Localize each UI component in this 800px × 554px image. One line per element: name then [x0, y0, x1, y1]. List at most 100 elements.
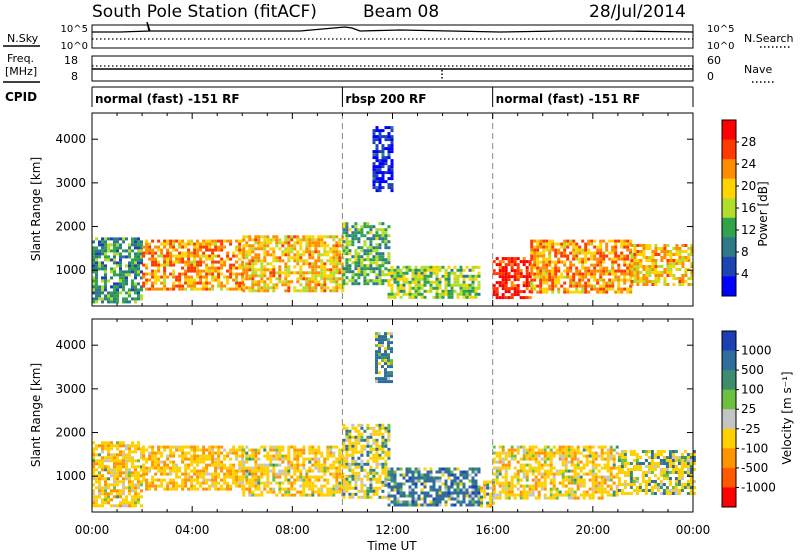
heatmap-cell — [275, 238, 279, 242]
heatmap-cell — [137, 447, 140, 451]
heatmap-cell — [501, 272, 505, 276]
heatmap-cell — [357, 255, 361, 259]
heatmap-cell — [387, 447, 391, 451]
heatmap-cell — [287, 493, 291, 497]
heatmap-cell — [384, 171, 388, 175]
heatmap-cell — [387, 177, 391, 181]
heatmap-cell — [530, 278, 534, 282]
heatmap-cell — [387, 470, 391, 474]
heatmap-cell — [305, 238, 309, 242]
heatmap-cell — [504, 290, 508, 294]
heatmap-cell — [107, 450, 110, 454]
heatmap-cell — [399, 286, 403, 290]
heatmap-cell — [642, 253, 646, 256]
heatmap-cell — [305, 271, 309, 275]
heatmap-cell — [564, 463, 568, 467]
heatmap-cell — [384, 495, 388, 499]
heatmap-cell — [677, 456, 681, 459]
heatmap-cell — [387, 503, 391, 507]
heatmap-cell — [603, 481, 607, 485]
heatmap-cell — [351, 462, 355, 466]
heatmap-cell — [516, 445, 520, 449]
heatmap-cell — [314, 478, 318, 482]
heatmap-cell — [647, 489, 651, 492]
heatmap-cell — [387, 438, 391, 442]
heatmap-cell — [390, 138, 394, 142]
heatmap-cell — [623, 456, 627, 459]
heatmap-cell — [387, 429, 391, 433]
heatmap-cell — [98, 291, 101, 295]
heatmap-cell — [101, 261, 104, 265]
heatmap-cell — [639, 262, 643, 265]
heatmap-cell — [539, 269, 543, 273]
heatmap-cell — [390, 292, 394, 296]
heatmap-cell — [411, 500, 415, 504]
heatmap-cell — [602, 251, 606, 255]
heatmap-cell — [636, 283, 640, 286]
heatmap-cell — [329, 472, 333, 476]
heatmap-cell — [390, 286, 394, 290]
heatmap-cell — [251, 490, 255, 494]
heatmap-cell — [468, 503, 472, 507]
heatmap-cell — [248, 457, 252, 461]
heatmap-cell — [674, 459, 678, 462]
heatmap-cell — [543, 481, 547, 485]
heatmap-cell — [278, 487, 282, 491]
heatmap-cell — [375, 480, 379, 484]
heatmap-cell — [140, 504, 143, 508]
heatmap-cell — [542, 269, 546, 273]
heatmap-cell — [501, 463, 505, 467]
heatmap-cell — [305, 262, 309, 266]
heatmap-cell — [435, 274, 439, 278]
heatmap-cell — [160, 242, 164, 246]
heatmap-cell — [671, 492, 675, 495]
heatmap-cell — [384, 350, 387, 354]
heatmap-cell — [528, 493, 532, 497]
heatmap-cell — [689, 462, 693, 465]
heatmap-cell — [429, 476, 433, 480]
heatmap-cell — [329, 289, 333, 293]
heatmap-cell — [116, 444, 119, 448]
heatmap-cell — [169, 448, 173, 452]
heatmap-cell — [223, 466, 227, 470]
heatmap-cell — [326, 490, 330, 494]
heatmap-cell — [116, 462, 119, 466]
heatmap-cell — [119, 252, 122, 256]
heatmap-cell — [426, 476, 430, 480]
heatmap-cell — [338, 244, 342, 248]
heatmap-cell — [438, 467, 442, 471]
heatmap-cell — [366, 267, 370, 271]
heatmap-cell — [248, 454, 252, 458]
heatmap-cell — [393, 295, 397, 299]
heatmap-cell — [184, 472, 188, 476]
heatmap-cell — [299, 274, 303, 278]
heatmap-cell — [323, 235, 327, 239]
heatmap-cell — [320, 262, 324, 266]
heatmap-cell — [122, 471, 125, 475]
heatmap-cell — [641, 462, 645, 465]
heatmap-cell — [314, 265, 318, 269]
heatmap-cell — [533, 254, 537, 258]
heatmap-cell — [217, 463, 221, 467]
heatmap-cell — [272, 475, 276, 479]
heatmap-cell — [293, 478, 297, 482]
heatmap-cell — [504, 275, 508, 279]
heatmap-cell — [542, 275, 546, 279]
heatmap-cell — [654, 274, 658, 277]
heatmap-cell — [154, 487, 158, 491]
heatmap-cell — [636, 253, 640, 256]
heatmap-cell — [332, 280, 336, 284]
heatmap-cell — [597, 490, 601, 494]
heatmap-cell — [411, 271, 415, 275]
heatmap-cell — [163, 281, 167, 285]
heatmap-cell — [593, 239, 597, 243]
heatmap-cell — [220, 460, 224, 464]
heatmap-cell — [119, 450, 122, 454]
heatmap-cell — [329, 280, 333, 284]
heatmap-cell — [675, 247, 679, 250]
heatmap-cell — [260, 277, 264, 281]
heatmap-cell — [172, 284, 176, 288]
heatmap-cell — [638, 456, 642, 459]
heatmap-cell — [302, 487, 306, 491]
heatmap-cell — [435, 479, 439, 483]
